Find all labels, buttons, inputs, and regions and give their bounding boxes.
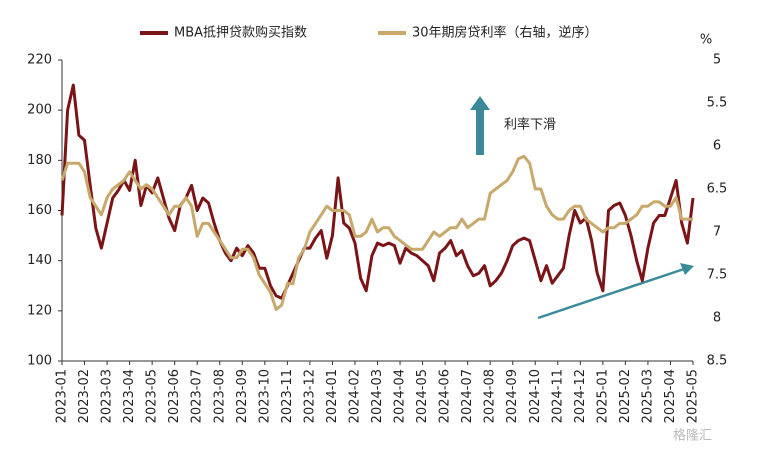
y2-tick-label: 8.5 xyxy=(707,354,728,369)
x-tick-label: 2025-03 xyxy=(640,369,655,423)
y2-tick-label: 6.5 xyxy=(707,182,728,197)
y-tick-label: 160 xyxy=(27,203,52,218)
x-tick-label: 2024-03 xyxy=(370,369,385,423)
y-tick-label: 120 xyxy=(27,303,52,318)
y2-tick-label: 7.5 xyxy=(707,268,728,283)
y-tick-label: 140 xyxy=(27,253,52,268)
x-tick-label: 2025-04 xyxy=(663,369,678,423)
x-tick-label: 2024-10 xyxy=(528,369,543,423)
x-tick-label: 2023-08 xyxy=(212,369,227,423)
y2-tick-label: 8 xyxy=(713,311,721,326)
annotation: 利率下滑 xyxy=(504,117,556,133)
x-tick-label: 2023-12 xyxy=(302,369,317,423)
x-tick-label: 2024-07 xyxy=(460,369,475,423)
x-tick-label: 2023-05 xyxy=(145,369,160,423)
x-tick-label: 2025-02 xyxy=(618,369,633,423)
x-tick-label: 2024-04 xyxy=(393,369,408,423)
x-tick-label: 2023-09 xyxy=(235,369,250,423)
x-tick-label: 2024-11 xyxy=(550,369,565,423)
y2-tick-label: 6 xyxy=(713,139,721,154)
y2-tick-label: 5 xyxy=(713,53,721,68)
y-tick-label: 200 xyxy=(27,103,52,118)
x-tick-label: 2023-06 xyxy=(167,369,182,423)
x-tick-label: 2023-11 xyxy=(280,369,295,423)
x-tick-label: 2024-02 xyxy=(347,369,362,423)
x-tick-label: 2023-02 xyxy=(77,369,92,423)
watermark: 格隆汇 xyxy=(673,428,712,444)
x-tick-label: 2025-01 xyxy=(595,369,610,423)
y2-tick-label: 5.5 xyxy=(707,96,728,111)
x-tick-label: 2023-04 xyxy=(122,369,137,423)
x-tick-label: 2025-05 xyxy=(686,369,701,423)
x-tick-label: 2024-09 xyxy=(505,369,520,423)
trend-arrow-head xyxy=(680,263,694,275)
line-series xyxy=(60,83,695,300)
x-tick-label: 2024-05 xyxy=(415,369,430,423)
line-series xyxy=(60,154,693,311)
x-tick-label: 2023-03 xyxy=(100,369,115,423)
trend-arrow xyxy=(537,267,685,320)
y2-tick-label: 7 xyxy=(713,225,721,240)
x-tick-label: 2024-08 xyxy=(483,369,498,423)
x-tick-label: 2023-01 xyxy=(55,369,70,423)
y-tick-label: 100 xyxy=(27,354,52,369)
x-tick-label: 2024-01 xyxy=(325,369,340,423)
arrow-head xyxy=(470,96,490,110)
y2-axis-label: % xyxy=(700,33,712,48)
x-tick-label: 2023-10 xyxy=(257,369,272,423)
x-tick-label: 2024-12 xyxy=(573,369,588,423)
legend-label: MBA抵押贷款购买指数 xyxy=(174,25,307,41)
y-tick-label: 180 xyxy=(27,153,52,168)
y-tick-label: 220 xyxy=(27,53,52,68)
x-tick-label: 2024-06 xyxy=(438,369,453,423)
x-tick-label: 2023-07 xyxy=(190,369,205,423)
legend-label: 30年期房贷利率（右轴，逆序） xyxy=(412,25,598,41)
